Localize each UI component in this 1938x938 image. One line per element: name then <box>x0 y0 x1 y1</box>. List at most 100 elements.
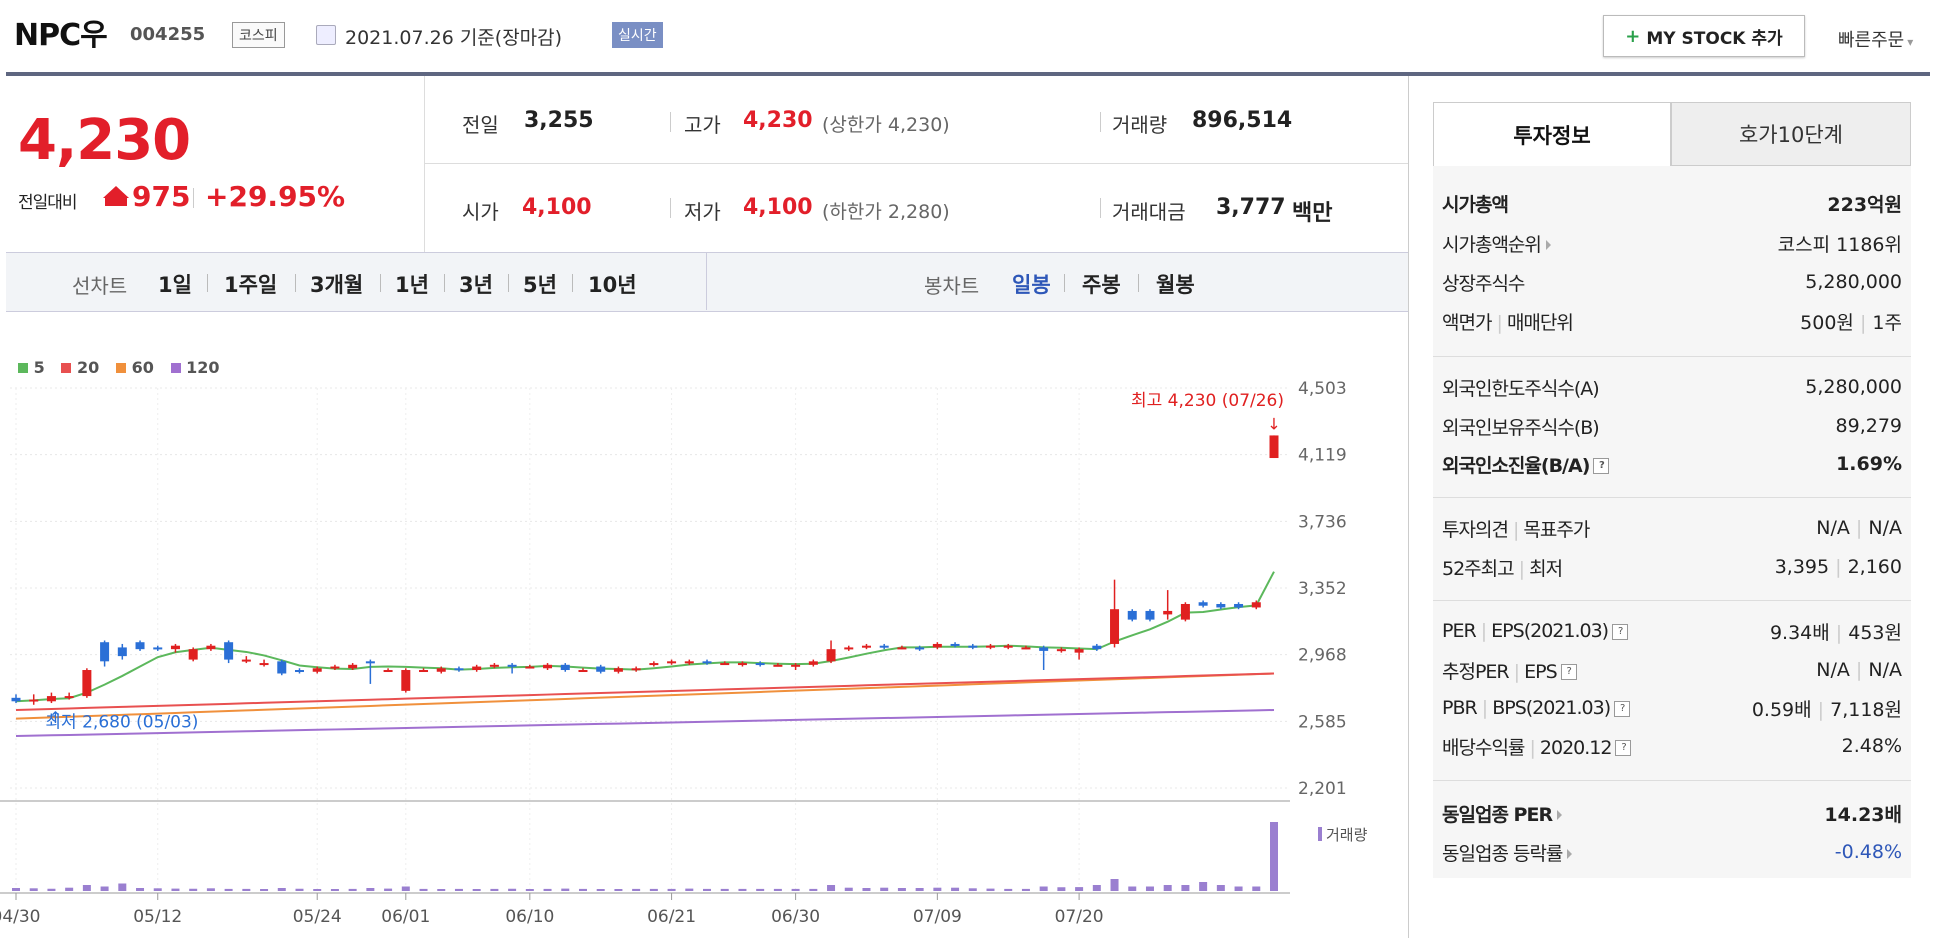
candle-body <box>401 670 411 691</box>
volume-value: 896,514 <box>1192 108 1293 133</box>
market-badge: 코스피 <box>232 22 285 48</box>
x-tick-label: 06/01 <box>381 907 430 927</box>
amount-unit: 백만 <box>1292 201 1333 226</box>
dividend-value: 2.48% <box>1841 735 1902 757</box>
face-value-label: 액면가 <box>1442 311 1492 334</box>
candle-body <box>631 668 641 671</box>
candle-body <box>330 666 340 669</box>
market-cap-row: 시가총액 223억원 <box>1442 185 1902 221</box>
help-icon[interactable]: ? <box>1614 700 1631 717</box>
candle-body <box>826 649 836 662</box>
volume-bar <box>313 889 322 891</box>
bps-value: 7,118원 <box>1830 698 1902 721</box>
volume-bar <box>82 885 91 891</box>
candle-body <box>1110 609 1120 644</box>
candle-body <box>135 642 145 650</box>
amount-label: 거래대금 <box>1112 200 1186 224</box>
realtime-button[interactable]: 실시간 <box>612 22 663 48</box>
volume-bar <box>1021 888 1030 891</box>
candle-body <box>596 666 606 672</box>
industry-per-row[interactable]: 동일업종 PER 14.23배 <box>1442 795 1902 831</box>
tab-ask-10[interactable]: 호가10단계 <box>1671 102 1911 166</box>
candle-body <box>1021 647 1031 650</box>
period-1w[interactable]: 1주일 <box>224 273 278 297</box>
period-10y[interactable]: 10년 <box>588 273 637 297</box>
period-3m[interactable]: 3개월 <box>310 273 364 297</box>
help-icon[interactable]: ? <box>1612 623 1629 640</box>
bps-label: BPS(2021.03) <box>1492 697 1611 719</box>
volume-bar <box>844 887 853 891</box>
candle-body <box>82 670 92 697</box>
candle-body <box>1163 610 1173 615</box>
prev-close-value: 3,255 <box>524 108 594 133</box>
volume-bar <box>277 888 286 891</box>
pbr-value: 0.59배 <box>1751 698 1812 721</box>
volume-bar <box>171 888 180 891</box>
divider <box>1433 600 1911 601</box>
candle-body <box>1092 645 1102 650</box>
candle-body <box>188 649 198 660</box>
volume-bar <box>472 889 481 891</box>
candle-body <box>791 664 801 667</box>
est-eps-value: N/A <box>1868 659 1902 681</box>
volume-bar <box>915 888 924 891</box>
up-arrow-icon <box>103 186 129 198</box>
help-icon[interactable]: ? <box>1593 458 1610 474</box>
x-tick-label: 07/09 <box>913 907 962 927</box>
industry-change-row[interactable]: 동일업종 등락률 -0.48% <box>1442 834 1902 870</box>
opinion-row: 투자의견 | 목표주가 N/A | N/A <box>1442 517 1902 541</box>
candle-body <box>1198 602 1208 606</box>
header-divider <box>6 72 1930 76</box>
candle-body <box>46 696 56 702</box>
legend-ma120: 120 <box>186 358 220 377</box>
candle-body <box>117 647 127 657</box>
foreign-limit-value: 5,280,000 <box>1805 376 1902 398</box>
upper-limit: (상한가 4,230) <box>822 114 950 136</box>
price-change-pct: +29.95% <box>205 180 346 213</box>
divider <box>1064 274 1065 292</box>
ma5-line <box>15 571 1275 703</box>
volume-bar <box>330 889 339 891</box>
tab-invest-info[interactable]: 투자정보 <box>1433 102 1671 166</box>
volume-bar <box>1110 879 1119 891</box>
volume-bar <box>1270 822 1278 891</box>
chart-legend: 5 20 60 120 <box>18 358 220 377</box>
divider <box>424 163 1408 164</box>
candle-body <box>1003 645 1013 648</box>
candle-body <box>206 645 216 650</box>
quick-order-button[interactable]: 빠른주문 ▾ <box>1838 26 1913 52</box>
candle-body <box>1145 610 1155 620</box>
market-cap-rank-row[interactable]: 시가총액순위 코스피 1186위 <box>1442 225 1902 261</box>
help-icon[interactable]: ? <box>1615 740 1632 756</box>
candle-body <box>383 670 393 673</box>
divider <box>444 274 445 292</box>
candle-body <box>932 643 942 648</box>
candle-daily[interactable]: 일봉 <box>1012 273 1051 297</box>
x-tick-label: 06/30 <box>771 907 820 927</box>
volume-bar <box>1092 885 1101 891</box>
candle-body <box>170 645 180 650</box>
candle-body <box>578 670 588 673</box>
divider <box>508 274 509 292</box>
help-icon[interactable]: ? <box>1560 664 1577 680</box>
candle-body <box>1269 435 1279 459</box>
my-stock-add-button[interactable]: + MY STOCK 추가 <box>1603 15 1805 57</box>
eps-label: EPS(2021.03) <box>1491 620 1609 642</box>
period-5y[interactable]: 5년 <box>523 273 557 297</box>
est-per-label: 추정PER <box>1442 660 1510 683</box>
y-tick-label: 4,119 <box>1298 446 1347 466</box>
volume-bar <box>933 887 942 891</box>
stock-chart[interactable]: 4,503 4,119 3,736 3,352 2,968 2,585 2,201 04/30… <box>0 370 1408 938</box>
y-tick-label: 3,736 <box>1298 512 1347 532</box>
candle-weekly[interactable]: 주봉 <box>1082 273 1121 297</box>
period-1y[interactable]: 1년 <box>395 273 429 297</box>
period-1d[interactable]: 1일 <box>158 273 192 297</box>
target-label: 목표주가 <box>1523 518 1590 541</box>
high-value: 4,230 <box>743 108 813 133</box>
volume-bar <box>206 888 215 891</box>
period-3y[interactable]: 3년 <box>459 273 493 297</box>
invest-info-panel <box>1433 166 1911 878</box>
candle-monthly[interactable]: 월봉 <box>1156 273 1195 297</box>
volume-bar <box>100 886 109 891</box>
industry-change-value: -0.48% <box>1834 841 1902 863</box>
